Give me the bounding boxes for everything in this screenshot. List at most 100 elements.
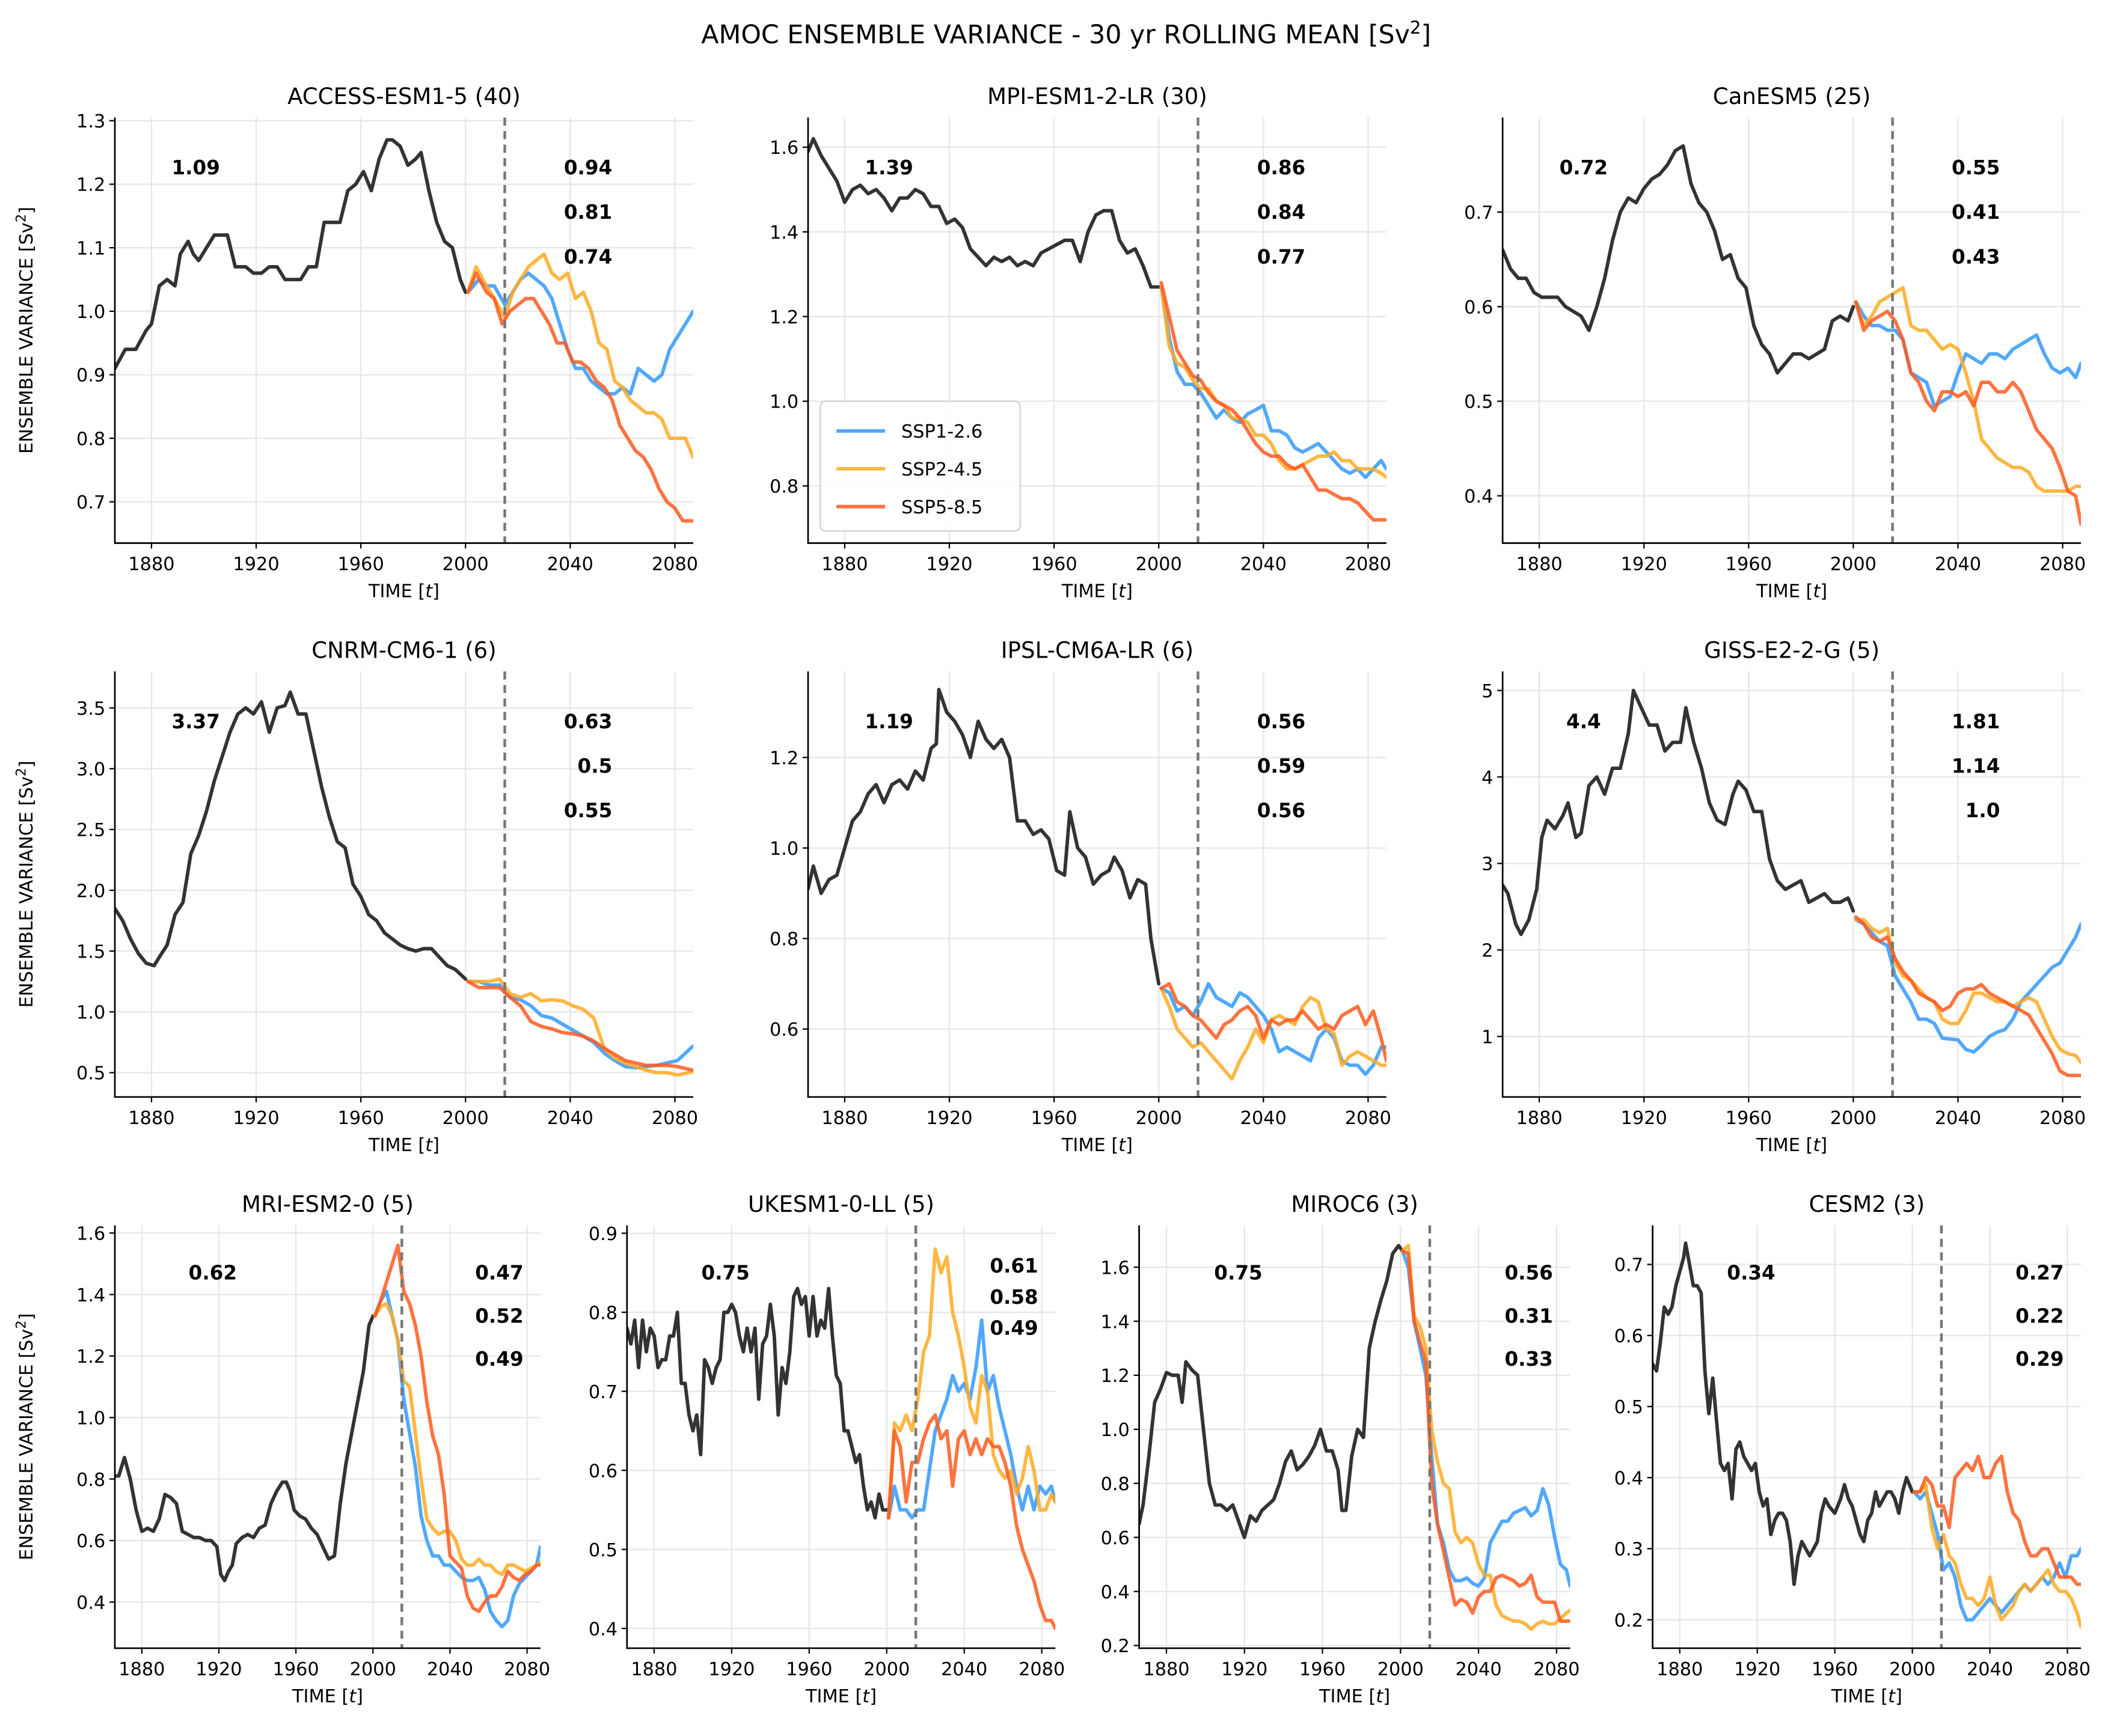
y-tick-label: 1.4 (76, 1285, 105, 1306)
y-tick-label: 0.6 (589, 1461, 617, 1482)
annotation-historical: 0.75 (701, 1261, 749, 1284)
annotation-ssp2-45: 0.5 (578, 755, 613, 778)
axes-spine (1501, 117, 2082, 544)
axes-spine (626, 1225, 1056, 1649)
y-tick-label: 0.7 (76, 492, 105, 513)
annotation-ssp1-26: 0.86 (1257, 156, 1305, 179)
series-historical (1139, 1244, 1405, 1539)
panel: GISS-E2-2-G (5) 1880 1920 1960 2000 2040 2080 1… (1481, 638, 2086, 1156)
x-tick-label: 2040 (1967, 1659, 2013, 1680)
x-tick-label: 1880 (631, 1659, 677, 1680)
x-axis-label: TIME [t] (368, 1135, 440, 1156)
y-tick-label: 0.8 (76, 1470, 105, 1491)
series-ssp5-85 (1854, 915, 2082, 1077)
x-axis-label: TIME [t] (1756, 581, 1827, 602)
series-historical (115, 1314, 375, 1583)
legend-label: SSP1-2.6 (901, 421, 982, 442)
series-historical (1652, 1241, 1914, 1586)
series-historical (807, 136, 1161, 289)
y-tick-label: 0.4 (76, 1592, 105, 1613)
series-ssp5-85 (1912, 1454, 2082, 1586)
panel-title: MRI-ESM2-0 (5) (242, 1191, 414, 1217)
annotation-ssp5-85: 0.29 (2015, 1348, 2064, 1371)
annotation-ssp5-85: 1.0 (1966, 799, 2000, 822)
y-tick-label: 1.6 (1101, 1258, 1130, 1279)
annotation-ssp1-26: 0.27 (2015, 1261, 2064, 1284)
series-ssp5-85 (1854, 300, 2082, 526)
y-tick-label: 0.7 (589, 1382, 617, 1403)
y-tick-label: 3 (1481, 854, 1493, 875)
x-tick-label: 2000 (443, 554, 489, 575)
y-tick-label: 0.6 (1101, 1528, 1130, 1549)
y-tick-label: 0.6 (1464, 297, 1493, 318)
axes-spine (114, 671, 693, 1098)
y-tick-label: 1 (1481, 1027, 1493, 1048)
x-tick-label: 2040 (427, 1659, 473, 1680)
y-tick-label: 1.0 (1101, 1420, 1130, 1441)
x-tick-label: 1960 (786, 1659, 832, 1680)
x-tick-label: 2080 (652, 1108, 698, 1129)
annotation-ssp1-26: 0.47 (475, 1261, 523, 1284)
x-tick-label: 2000 (350, 1659, 396, 1680)
axes-spine (114, 117, 693, 544)
y-tick-label: 0.4 (589, 1619, 617, 1640)
y-axis-label: ENSEMBLE VARIANCE [Sv2] (14, 207, 37, 454)
x-tick-label: 2080 (2044, 1659, 2091, 1680)
panel-title: GISS-E2-2-G (5) (1704, 638, 1880, 664)
y-tick-label: 1.2 (1101, 1366, 1130, 1387)
annotation-historical: 1.09 (172, 156, 220, 179)
annotation-historical: 4.4 (1566, 710, 1601, 733)
x-tick-label: 2040 (1935, 1108, 1981, 1129)
y-tick-label: 0.7 (1614, 1255, 1643, 1276)
x-tick-label: 1920 (195, 1659, 242, 1680)
series-ssp5-85 (466, 979, 693, 1072)
panel-title: CanESM5 (25) (1713, 84, 1871, 109)
y-tick-label: 1.3 (76, 111, 105, 132)
x-tick-label: 1920 (1621, 1108, 1667, 1129)
x-tick-label: 2000 (1136, 1108, 1182, 1129)
legend-box (819, 400, 1022, 532)
series-historical (115, 690, 468, 981)
panel: IPSL-CM6A-LR (6) 1880 1920 1960 2000 2040 2080… (770, 638, 1391, 1156)
panel: ACCESS-ESM1-5 (40) 1880 1920 1960 2000 2040 20… (14, 84, 698, 602)
series-historical (1503, 144, 1855, 375)
x-tick-label: 1880 (1656, 1659, 1703, 1680)
y-tick-label: 0.5 (1614, 1397, 1643, 1418)
y-tick-label: 1.2 (76, 1346, 105, 1368)
annotation-ssp2-45: 0.41 (1952, 201, 2000, 224)
panel-title: IPSL-CM6A-LR (6) (1001, 638, 1193, 664)
axes-spine (1138, 1225, 1570, 1649)
series-historical (115, 138, 468, 370)
y-tick-label: 0.8 (76, 429, 105, 450)
panel-title: CNRM-CM6-1 (6) (311, 638, 497, 664)
y-tick-label: 0.9 (76, 365, 105, 387)
y-tick-label: 1.2 (76, 175, 105, 196)
y-tick-label: 1.0 (770, 839, 798, 860)
annotation-ssp5-85: 0.56 (1257, 799, 1305, 822)
x-axis-label: TIME [t] (1831, 1686, 1902, 1707)
x-tick-label: 2080 (1533, 1659, 1579, 1680)
y-tick-label: 1.0 (76, 1003, 105, 1024)
x-tick-label: 1880 (1516, 1108, 1562, 1129)
x-tick-label: 1920 (926, 1108, 972, 1129)
annotation-ssp1-26: 0.56 (1504, 1261, 1552, 1284)
y-tick-label: 0.8 (770, 929, 798, 950)
axes-spine (1652, 1225, 2082, 1649)
x-tick-label: 1960 (273, 1659, 319, 1680)
panel: CNRM-CM6-1 (6) 1880 1920 1960 2000 2040 2080 0.… (14, 638, 698, 1156)
y-tick-label: 3.0 (76, 759, 105, 780)
annotation-ssp1-26: 0.94 (564, 156, 612, 179)
legend-label: SSP5-8.5 (901, 497, 982, 518)
y-tick-label: 1.5 (76, 941, 105, 962)
x-tick-label: 1920 (233, 1108, 279, 1129)
annotation-ssp1-26: 0.56 (1257, 710, 1305, 733)
y-tick-label: 1.4 (770, 222, 798, 243)
annotation-historical: 1.39 (865, 156, 913, 179)
x-axis-label: TIME [t] (805, 1686, 877, 1707)
annotation-ssp1-26: 0.61 (990, 1255, 1038, 1277)
y-tick-label: 1.2 (770, 748, 798, 769)
annotation-ssp2-45: 0.22 (2015, 1304, 2064, 1327)
x-tick-label: 1960 (338, 1108, 384, 1129)
panel: MPI-ESM1-2-LR (30) 1880 1920 1960 2000 2040 20… (770, 84, 1391, 602)
